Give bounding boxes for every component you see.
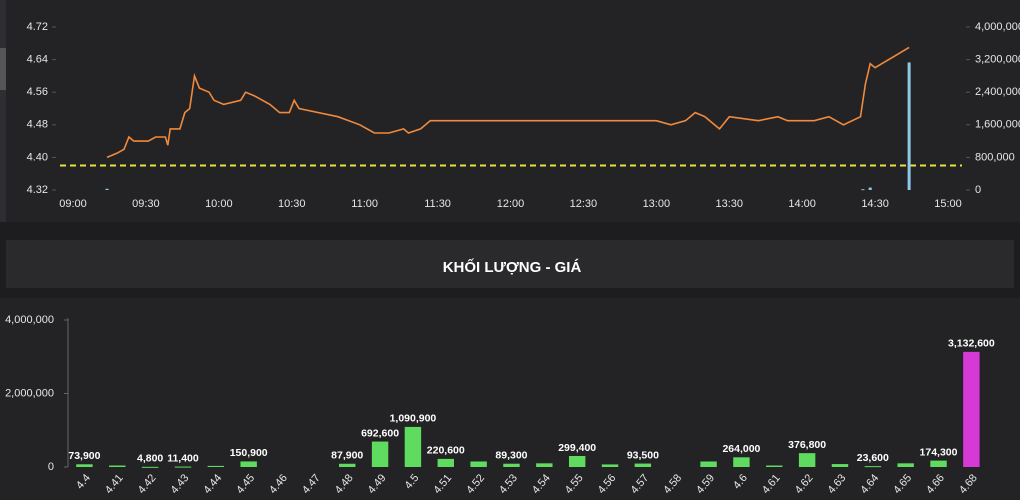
value-label: 174,300 xyxy=(920,446,958,458)
bar xyxy=(963,351,980,467)
x-tick-label: 09:30 xyxy=(132,198,160,210)
y-tick-label: 2,000,000 xyxy=(5,387,54,399)
y-tick-label: 4.64 xyxy=(27,54,48,66)
x-tick-label: 13:00 xyxy=(643,198,671,210)
value-label: 89,300 xyxy=(495,449,527,461)
bar xyxy=(76,464,93,467)
volume-bar xyxy=(868,187,872,190)
bar xyxy=(897,463,914,467)
bar xyxy=(404,426,422,467)
y2-tick-label: 0 xyxy=(975,184,981,196)
y2-tick-label: 4,000,000 xyxy=(975,21,1020,33)
price-line xyxy=(106,46,910,159)
x-tick-label: 11:30 xyxy=(424,198,451,210)
scroll-handle xyxy=(0,48,6,90)
top-panel xyxy=(0,0,1020,222)
y-tick-label: 4.40 xyxy=(27,151,48,163)
chart-title: KHỐI LƯỢNG - GIÁ xyxy=(443,258,582,276)
y-tick-label: 0 xyxy=(48,461,54,473)
bar xyxy=(831,464,849,467)
value-label: 11,400 xyxy=(167,452,199,464)
x-tick-label: 09:00 xyxy=(59,198,87,210)
y-tick-label: 4.48 xyxy=(27,119,48,131)
y-tick-label: 4.72 xyxy=(27,21,48,33)
x-tick-label: 15:00 xyxy=(934,198,962,210)
value-label: 376,800 xyxy=(788,439,826,451)
bar xyxy=(371,441,389,467)
bottom-panel xyxy=(0,298,1020,500)
volume-bar xyxy=(861,189,865,191)
bar xyxy=(141,466,159,468)
value-label: 3,132,600 xyxy=(948,338,995,350)
value-label: 150,900 xyxy=(230,447,268,459)
y-tick-label: 4.32 xyxy=(27,184,48,196)
bar xyxy=(700,461,717,467)
x-tick-label: 12:30 xyxy=(570,198,598,210)
value-label: 299,400 xyxy=(558,442,596,454)
value-label: 73,900 xyxy=(68,450,100,462)
bar xyxy=(536,463,553,467)
y2-tick-label: 1,600,000 xyxy=(975,119,1020,131)
bar xyxy=(798,453,816,467)
bar xyxy=(930,460,947,467)
value-label: 23,600 xyxy=(857,452,889,464)
side-strip xyxy=(0,0,6,222)
bar xyxy=(766,465,783,467)
value-label: 220,600 xyxy=(427,445,465,457)
y-tick-label: 4,000,000 xyxy=(5,314,54,326)
x-tick-label: 10:30 xyxy=(278,198,306,210)
value-label: 4,800 xyxy=(137,453,163,465)
bar xyxy=(864,466,882,468)
value-label: 1,090,900 xyxy=(390,413,437,425)
y2-tick-label: 800,000 xyxy=(975,151,1015,163)
bar xyxy=(503,463,520,467)
value-label: 692,600 xyxy=(361,427,399,439)
value-label: 264,000 xyxy=(722,443,760,455)
bar xyxy=(601,464,619,467)
y2-tick-label: 2,400,000 xyxy=(975,86,1020,98)
value-label: 93,500 xyxy=(627,449,659,461)
y2-tick-label: 3,200,000 xyxy=(975,54,1020,66)
y-tick-label: 4.56 xyxy=(27,86,48,98)
bar xyxy=(109,465,126,467)
bar xyxy=(568,455,586,467)
x-tick-label: 13:30 xyxy=(715,198,743,210)
bar xyxy=(174,466,192,468)
x-tick-label: 14:00 xyxy=(788,198,816,210)
bar xyxy=(470,461,487,467)
bar xyxy=(733,457,750,467)
bar xyxy=(207,465,225,467)
value-label: 87,900 xyxy=(331,450,363,462)
bar xyxy=(240,461,257,467)
x-tick-label: 12:00 xyxy=(497,198,525,210)
x-tick-label: 14:30 xyxy=(861,198,889,210)
volume-bar xyxy=(907,62,911,190)
bar xyxy=(437,458,454,467)
bar xyxy=(634,463,652,467)
volume-bar xyxy=(105,188,109,190)
x-tick-label: 11:00 xyxy=(351,198,378,210)
x-tick-label: 10:00 xyxy=(205,198,233,210)
bar xyxy=(339,463,356,467)
title-band xyxy=(6,240,1014,288)
